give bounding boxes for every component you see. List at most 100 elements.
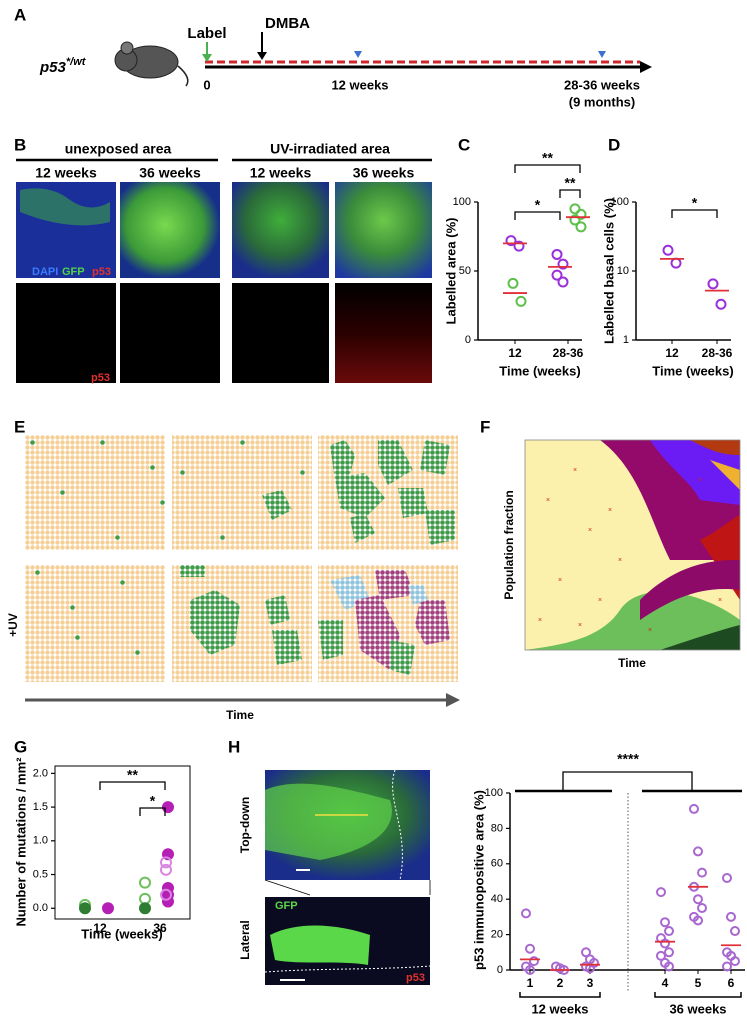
clone-blob bbox=[408, 585, 428, 605]
data-point bbox=[529, 956, 539, 967]
label: UV-irradiated area bbox=[270, 141, 390, 157]
x-tick-label: 28-36 bbox=[702, 346, 733, 360]
label: 36 weeks bbox=[139, 165, 201, 181]
genotype: p53*/wt bbox=[39, 56, 87, 76]
significance-label: * bbox=[535, 197, 541, 213]
data-point bbox=[160, 863, 172, 876]
y-tick-label: 80 bbox=[491, 822, 503, 834]
clone bbox=[180, 470, 185, 475]
data-point bbox=[102, 902, 114, 915]
gfp-region bbox=[265, 783, 392, 860]
label: GFP bbox=[275, 900, 298, 912]
basal-line bbox=[264, 965, 431, 973]
y-tick-label: 0 bbox=[465, 334, 471, 346]
label: Top-down bbox=[238, 797, 252, 853]
x-tick-label: 4 bbox=[662, 976, 669, 990]
y-tick-label: 100 bbox=[485, 787, 503, 799]
y-axis-label: Labelled area (%) bbox=[443, 218, 458, 325]
label: (9 months) bbox=[569, 94, 635, 109]
data-point bbox=[160, 856, 172, 869]
significance-label: ** bbox=[542, 150, 553, 166]
clone-blob bbox=[415, 600, 450, 645]
panel-label: B bbox=[14, 135, 26, 154]
mutation-mark: × bbox=[558, 577, 562, 584]
data-point bbox=[693, 894, 703, 905]
mutation-mark: × bbox=[608, 507, 612, 514]
clone bbox=[220, 535, 225, 540]
mutation-mark: × bbox=[618, 557, 622, 564]
data-point bbox=[664, 947, 674, 958]
mutation-mark: × bbox=[578, 622, 582, 629]
muller-area bbox=[660, 625, 740, 650]
group-label: 12 weeks bbox=[531, 1001, 588, 1016]
mutation-mark: × bbox=[538, 617, 542, 624]
y-tick-label: 1 bbox=[623, 334, 629, 346]
label: 28-36 weeks bbox=[564, 77, 640, 92]
data-point bbox=[664, 926, 674, 937]
stain-label: DAPI bbox=[32, 266, 58, 278]
zoom-line bbox=[264, 879, 311, 896]
muller-area bbox=[690, 440, 740, 455]
mutation-mark: × bbox=[546, 497, 550, 504]
data-point bbox=[722, 872, 732, 883]
data-point bbox=[557, 276, 569, 288]
clone-blob bbox=[272, 630, 302, 665]
data-point bbox=[715, 298, 727, 310]
sample-marker bbox=[598, 51, 606, 58]
data-point bbox=[569, 214, 581, 226]
clone-blob bbox=[265, 595, 290, 625]
y-axis-label: Labelled basal cells (%) bbox=[601, 198, 616, 344]
y-tick-label: 0.5 bbox=[33, 868, 48, 880]
data-point bbox=[697, 903, 707, 914]
significance-bracket bbox=[514, 164, 581, 173]
y-tick-label: 10 bbox=[617, 265, 629, 277]
label: 12 weeks bbox=[331, 77, 388, 92]
simulation-grid bbox=[172, 435, 312, 550]
clone-blob bbox=[355, 595, 400, 670]
data-point bbox=[656, 950, 666, 961]
clone bbox=[70, 605, 75, 610]
y-axis-label: p53 immunopositive area (%) bbox=[471, 790, 486, 970]
x-tick-label: 2 bbox=[557, 976, 564, 990]
data-point bbox=[160, 888, 172, 901]
data-point bbox=[693, 915, 703, 926]
genotype-base: p53 bbox=[39, 59, 67, 76]
clone bbox=[35, 570, 40, 575]
y-axis-label: Number of mutations / mm² bbox=[13, 757, 28, 927]
data-point bbox=[551, 269, 563, 281]
data-point bbox=[697, 867, 707, 878]
clone bbox=[100, 440, 105, 445]
data-point bbox=[139, 902, 151, 915]
x-tick-label: 1 bbox=[527, 976, 534, 990]
panel-label: F bbox=[480, 417, 490, 436]
genotype-sup: */wt bbox=[66, 56, 87, 68]
x-tick-label: 12 bbox=[93, 921, 107, 935]
clone bbox=[160, 500, 165, 505]
data-point bbox=[660, 917, 670, 928]
panel-label: E bbox=[14, 417, 25, 436]
label: Time bbox=[226, 708, 254, 722]
plot-frame bbox=[54, 765, 191, 920]
muller-area bbox=[710, 460, 740, 490]
micrograph-top bbox=[120, 182, 220, 278]
label: 12 weeks bbox=[35, 165, 97, 181]
sample-marker bbox=[354, 51, 362, 58]
data-point bbox=[670, 257, 682, 269]
data-point bbox=[505, 235, 517, 247]
mouse-ear bbox=[120, 41, 134, 55]
y-tick-label: 0.0 bbox=[33, 902, 48, 914]
x-tick-label: 36 bbox=[153, 921, 167, 935]
panel-label: D bbox=[608, 135, 620, 154]
mouse-tail bbox=[177, 65, 189, 87]
clone bbox=[30, 440, 35, 445]
boundary bbox=[392, 769, 403, 881]
data-point bbox=[689, 803, 699, 814]
y-tick-label: 20 bbox=[491, 929, 503, 941]
micrograph-bottom bbox=[120, 283, 220, 383]
data-point bbox=[525, 965, 535, 975]
clone-blob bbox=[262, 490, 292, 520]
label: Label bbox=[187, 25, 226, 42]
muller-plot bbox=[525, 440, 740, 650]
clone bbox=[240, 440, 245, 445]
